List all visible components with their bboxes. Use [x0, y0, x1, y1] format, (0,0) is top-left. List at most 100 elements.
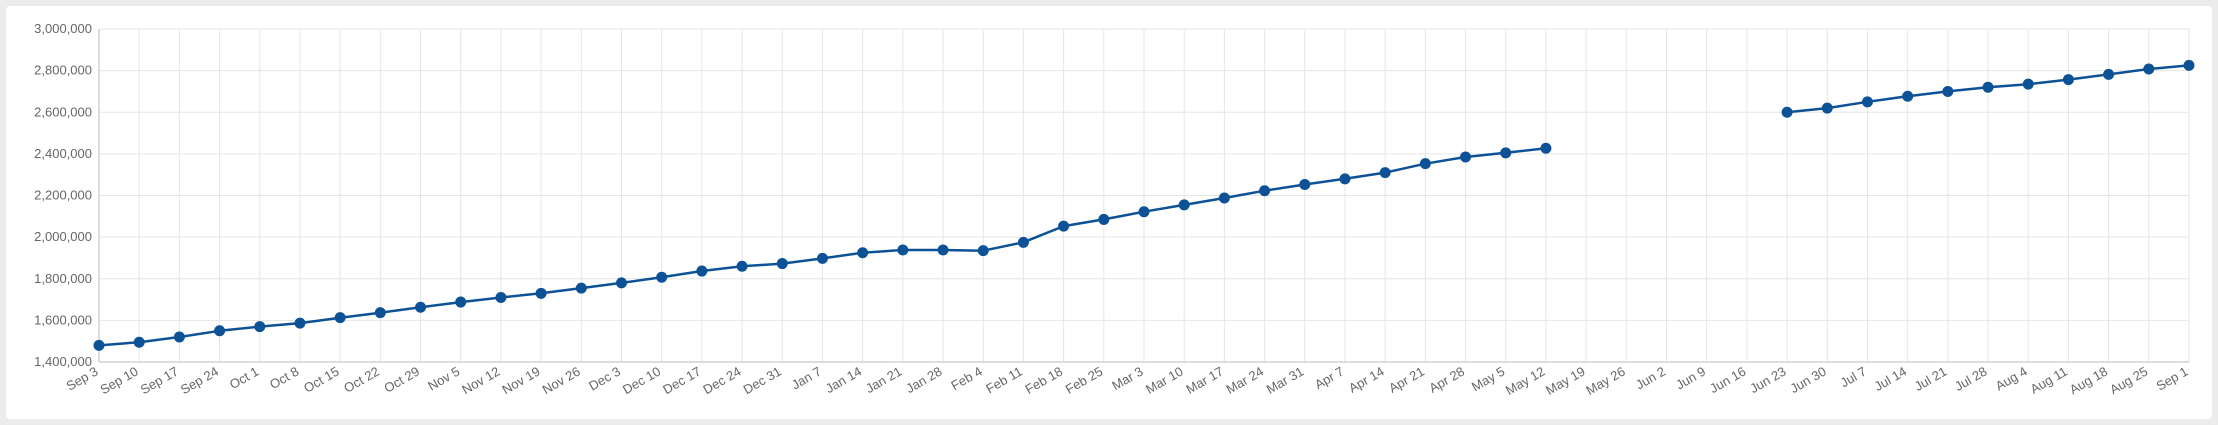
x-tick-label: May 19 — [1543, 364, 1587, 398]
x-tick-label: Dec 31 — [741, 364, 784, 398]
data-point — [334, 312, 346, 324]
x-tick-label: Dec 3 — [586, 364, 623, 394]
x-tick-label: Feb 4 — [948, 364, 984, 394]
data-point — [575, 282, 587, 294]
x-tick-label: Dec 24 — [700, 364, 743, 398]
x-tick-label: May 12 — [1503, 364, 1547, 398]
y-tick-label: 2,200,000 — [34, 188, 92, 203]
x-tick-label: Mar 10 — [1143, 364, 1186, 397]
x-tick-label: Jul 28 — [1952, 364, 1990, 394]
data-point — [133, 336, 145, 348]
y-tick-label: 3,000,000 — [34, 21, 92, 36]
data-point — [535, 287, 547, 299]
x-tick-label: Jan 14 — [823, 364, 864, 397]
data-point — [1098, 213, 1110, 225]
x-tick-label: Sep 24 — [178, 364, 221, 398]
x-tick-label: Apr 7 — [1312, 364, 1346, 393]
data-point — [1178, 199, 1190, 211]
data-point — [1339, 173, 1351, 185]
data-point — [2143, 63, 2155, 75]
x-tick-label: Nov 19 — [499, 364, 542, 398]
x-tick-label: Jul 21 — [1912, 364, 1950, 394]
data-point — [656, 271, 668, 283]
x-tick-label: Oct 15 — [301, 364, 342, 396]
data-point — [2103, 68, 2115, 80]
x-tick-label: Aug 4 — [1993, 364, 2030, 394]
data-point — [495, 291, 507, 303]
x-tick-label: Aug 25 — [2107, 364, 2150, 398]
data-point — [294, 317, 306, 329]
data-point — [1058, 220, 1070, 232]
data-point — [1540, 142, 1552, 154]
data-point — [1379, 167, 1391, 179]
data-point — [1902, 90, 1914, 102]
data-point — [93, 339, 105, 351]
y-tick-label: 2,800,000 — [34, 63, 92, 78]
data-point — [1982, 81, 1994, 93]
x-tick-label: Oct 1 — [227, 364, 261, 393]
data-point — [1942, 85, 1954, 97]
data-point — [1500, 147, 1512, 159]
x-tick-label: Mar 3 — [1109, 364, 1145, 394]
data-point — [214, 325, 226, 337]
x-tick-label: May 26 — [1583, 364, 1627, 398]
y-tick-label: 2,000,000 — [34, 229, 92, 244]
data-point — [897, 244, 909, 256]
x-tick-label: Jan 28 — [903, 364, 944, 397]
chart-panel — [6, 6, 2212, 419]
data-point — [374, 307, 386, 319]
data-point — [2183, 59, 2195, 71]
y-tick-label: 1,400,000 — [34, 354, 92, 369]
x-tick-label: Nov 26 — [540, 364, 583, 398]
x-tick-label: Aug 18 — [2067, 364, 2110, 398]
x-tick-label: May 5 — [1469, 364, 1507, 395]
y-tick-label: 2,400,000 — [34, 146, 92, 161]
y-tick-label: 1,600,000 — [34, 312, 92, 327]
x-tick-label: Feb 18 — [1023, 364, 1066, 397]
x-tick-label: Jan 21 — [863, 364, 904, 397]
y-tick-label: 2,600,000 — [34, 104, 92, 119]
x-tick-label: Jun 2 — [1633, 364, 1668, 393]
x-tick-label: Aug 11 — [2028, 364, 2070, 397]
data-point — [1460, 151, 1472, 163]
data-point — [857, 247, 869, 259]
data-point — [1017, 236, 1029, 248]
x-tick-label: Sep 10 — [98, 364, 141, 398]
data-point — [415, 301, 427, 313]
data-point — [173, 331, 185, 343]
x-tick-label: Jun 16 — [1707, 364, 1748, 397]
data-point — [1419, 158, 1431, 170]
data-point — [2022, 78, 2034, 90]
data-point — [977, 245, 989, 257]
x-tick-label: Oct 22 — [341, 364, 382, 396]
x-tick-label: Jun 30 — [1787, 364, 1828, 397]
data-point — [1218, 192, 1230, 204]
x-tick-label: Jul 7 — [1838, 364, 1869, 391]
data-point — [696, 265, 708, 277]
x-tick-label: Feb 11 — [983, 364, 1025, 397]
data-point — [736, 260, 748, 272]
data-point — [1259, 185, 1271, 197]
x-tick-label: Mar 17 — [1183, 364, 1226, 397]
x-tick-label: Oct 29 — [381, 364, 422, 396]
x-tick-label: Jul 14 — [1872, 364, 1910, 394]
x-tick-label: Apr 21 — [1386, 364, 1427, 396]
data-point — [776, 258, 788, 270]
data-point — [254, 321, 266, 333]
x-tick-label: Feb 25 — [1063, 364, 1106, 397]
x-tick-label: Mar 31 — [1264, 364, 1307, 397]
x-tick-label: Jun 9 — [1673, 364, 1708, 393]
x-tick-label: Sep 1 — [2154, 364, 2191, 394]
data-point — [1821, 102, 1833, 114]
data-point — [1861, 96, 1873, 108]
x-tick-label: Nov 12 — [459, 364, 502, 398]
data-point — [816, 252, 828, 264]
y-tick-label: 1,800,000 — [34, 271, 92, 286]
x-tick-label: Apr 14 — [1346, 364, 1387, 396]
data-point — [616, 277, 627, 289]
data-point — [455, 296, 467, 308]
x-tick-label: Sep 17 — [138, 364, 181, 398]
data-point — [1781, 106, 1793, 118]
data-point — [937, 244, 949, 256]
